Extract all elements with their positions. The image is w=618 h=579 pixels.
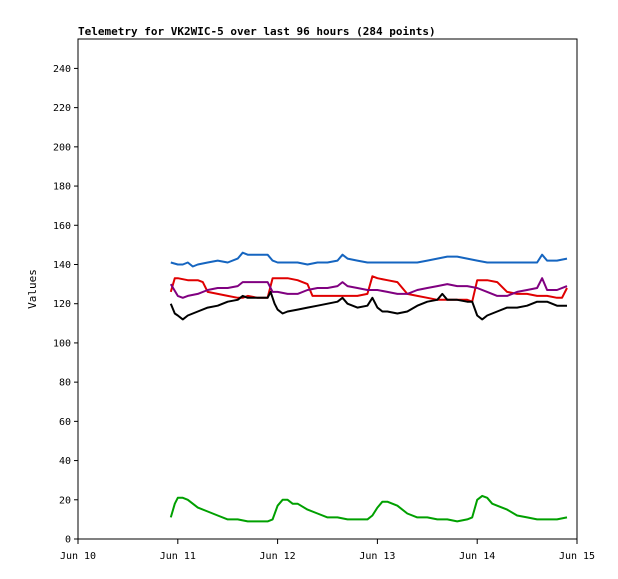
y-axis: 0 20 40 60 80 100 120 140 160 180 200 220 240 [53, 64, 78, 546]
y-tick-label: 0 [65, 535, 71, 546]
y-tick-label: 40 [59, 456, 71, 467]
y-tick-label: 240 [53, 64, 71, 75]
x-axis: Jun 10 Jun 11 Jun 12 Jun 13 Jun 14 Jun 15 [60, 539, 595, 562]
series-group [169, 251, 568, 523]
series-line-1 [170, 251, 568, 268]
y-tick-label: 20 [59, 495, 71, 506]
y-tick-label: 180 [53, 182, 71, 193]
series-line-3 [169, 277, 568, 299]
series-line-4 [169, 290, 567, 321]
y-tick-label: 80 [59, 378, 71, 389]
y-axis-label: Values [26, 269, 39, 309]
x-tick-label: Jun 12 [260, 551, 296, 562]
series-line-5 [169, 494, 568, 523]
series-line-2 [169, 275, 568, 303]
x-tick-label: Jun 13 [359, 551, 395, 562]
x-tick-label: Jun 15 [559, 551, 595, 562]
y-tick-label: 100 [53, 338, 71, 349]
y-tick-label: 60 [59, 417, 71, 428]
y-tick-label: 120 [53, 299, 71, 310]
y-tick-label: 220 [53, 103, 71, 114]
y-tick-label: 140 [53, 260, 71, 271]
y-tick-label: 200 [53, 142, 71, 153]
y-tick-label: 160 [53, 221, 71, 232]
x-tick-label: Jun 10 [60, 551, 96, 562]
x-tick-label: Jun 14 [459, 551, 495, 562]
chart-title: Telemetry for VK2WIC-5 over last 96 hour… [78, 25, 436, 38]
plot-area-border [77, 38, 578, 540]
x-tick-label: Jun 11 [160, 551, 196, 562]
